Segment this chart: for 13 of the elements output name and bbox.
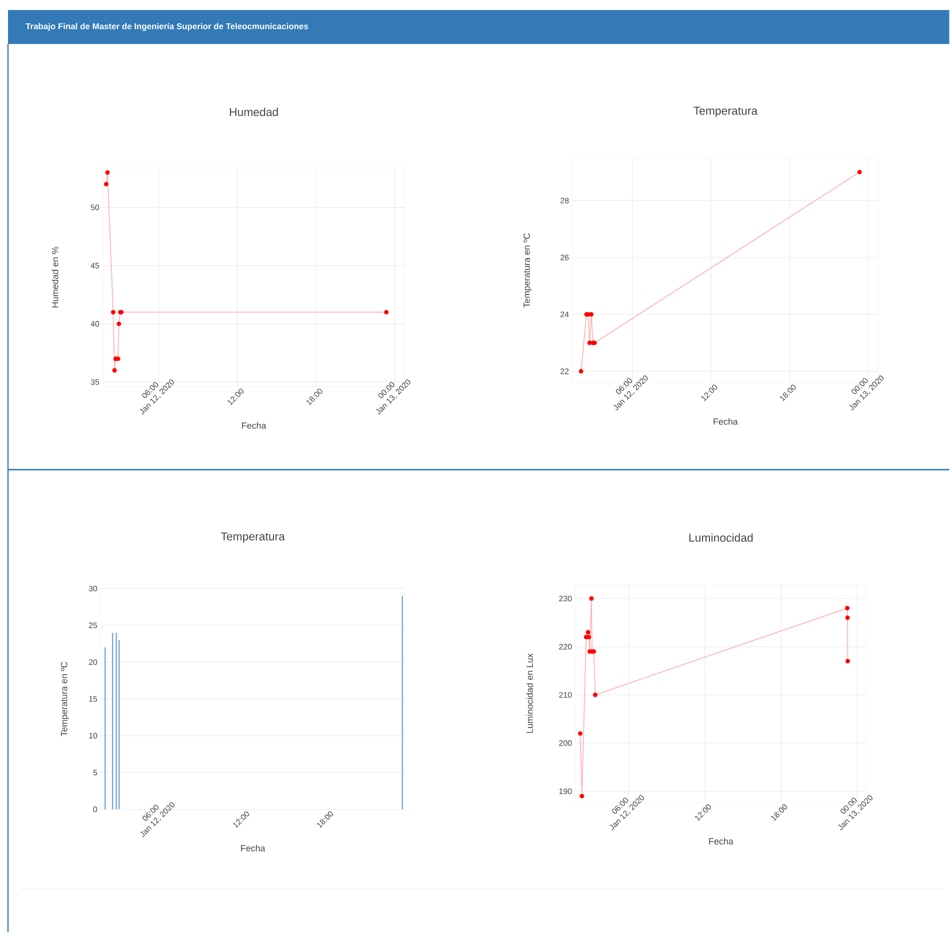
chart-title: Humedad <box>230 108 278 116</box>
text: Trabajo Final de Master de Ingeniería Superior de Teleocmunicaciones <box>26 23 308 32</box>
y-axis-title: Luminocidad en Lux <box>526 654 533 733</box>
y-axis-title: Temperatura en ºC <box>524 233 532 308</box>
x-axis-title: Fecha <box>709 838 734 844</box>
y-axis-title: Humedad en % <box>52 246 58 308</box>
x-axis-title: Fecha <box>241 844 266 852</box>
chart-title: Temperatura <box>220 532 285 543</box>
chart-title: Luminocidad <box>689 533 753 542</box>
y-axis-title: Temperatura en ºC <box>60 662 70 736</box>
x-axis-title: Fecha <box>242 422 266 429</box>
x-axis-title: Fecha <box>714 418 738 425</box>
chart-title: Temperatura <box>694 106 758 118</box>
